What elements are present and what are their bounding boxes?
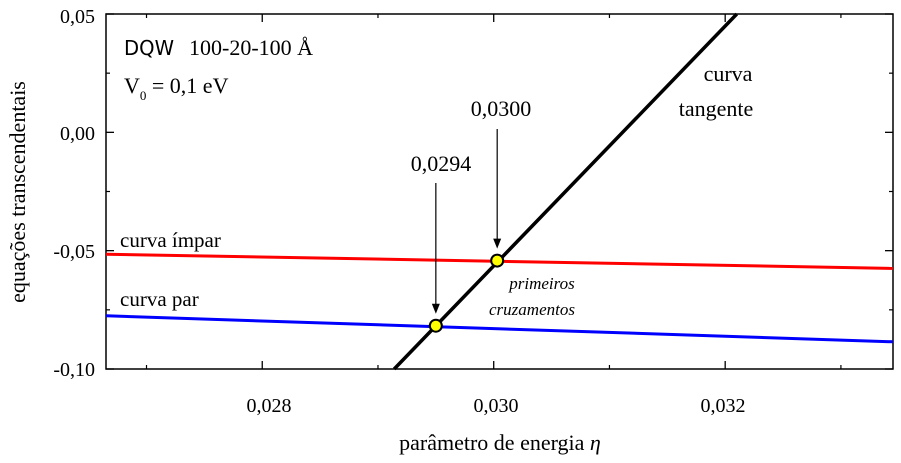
arrow-head (431, 303, 440, 314)
crossings-label-2: cruzamentos (489, 300, 575, 319)
intersection-label: 0,0300 (471, 96, 532, 121)
intersection-markers (428, 253, 505, 333)
intersection-label: 0,0294 (411, 151, 472, 176)
x-axis-title: parâmetro de energia η (399, 430, 601, 455)
v0-value: = 0,1 eV (146, 73, 228, 98)
series-line (392, 12, 739, 371)
x-tick-label: 0,030 (474, 395, 519, 417)
x-tick-label: 0,028 (247, 395, 292, 417)
series-line (105, 314, 894, 344)
dqw-dimensions: 100-20-100 Å (189, 35, 313, 60)
intersection-marker (490, 253, 505, 268)
y-tick-label: 0,00 (60, 123, 95, 145)
label-curva-impar: curva ímpar (120, 228, 221, 252)
intersection-marker (428, 318, 443, 333)
label-curva-tangente-2: tangente (679, 96, 754, 121)
v0-label: V0 = 0,1 eV (124, 73, 229, 103)
y-tick-label: -0,05 (53, 241, 95, 263)
v0-symbol: V (124, 73, 140, 98)
y-axis-title: equações transcendentais (5, 81, 30, 303)
axis-ticks (106, 13, 893, 370)
label-curva-tangente-1: curva (704, 61, 753, 86)
x-tick-label: 0,032 (701, 395, 746, 417)
x-axis-title-symbol: η (590, 430, 601, 455)
arrow-head (493, 238, 502, 249)
label-curva-par: curva par (120, 287, 199, 311)
annotation-arrows (431, 129, 502, 314)
dqw-label: DQW (124, 36, 174, 60)
x-axis-title-main: parâmetro de energia (399, 430, 590, 455)
crossings-label-1: primeiros (508, 274, 575, 293)
v0-subscript: 0 (140, 88, 147, 103)
y-tick-label: -0,10 (53, 359, 95, 381)
y-tick-label: 0,05 (60, 6, 95, 28)
